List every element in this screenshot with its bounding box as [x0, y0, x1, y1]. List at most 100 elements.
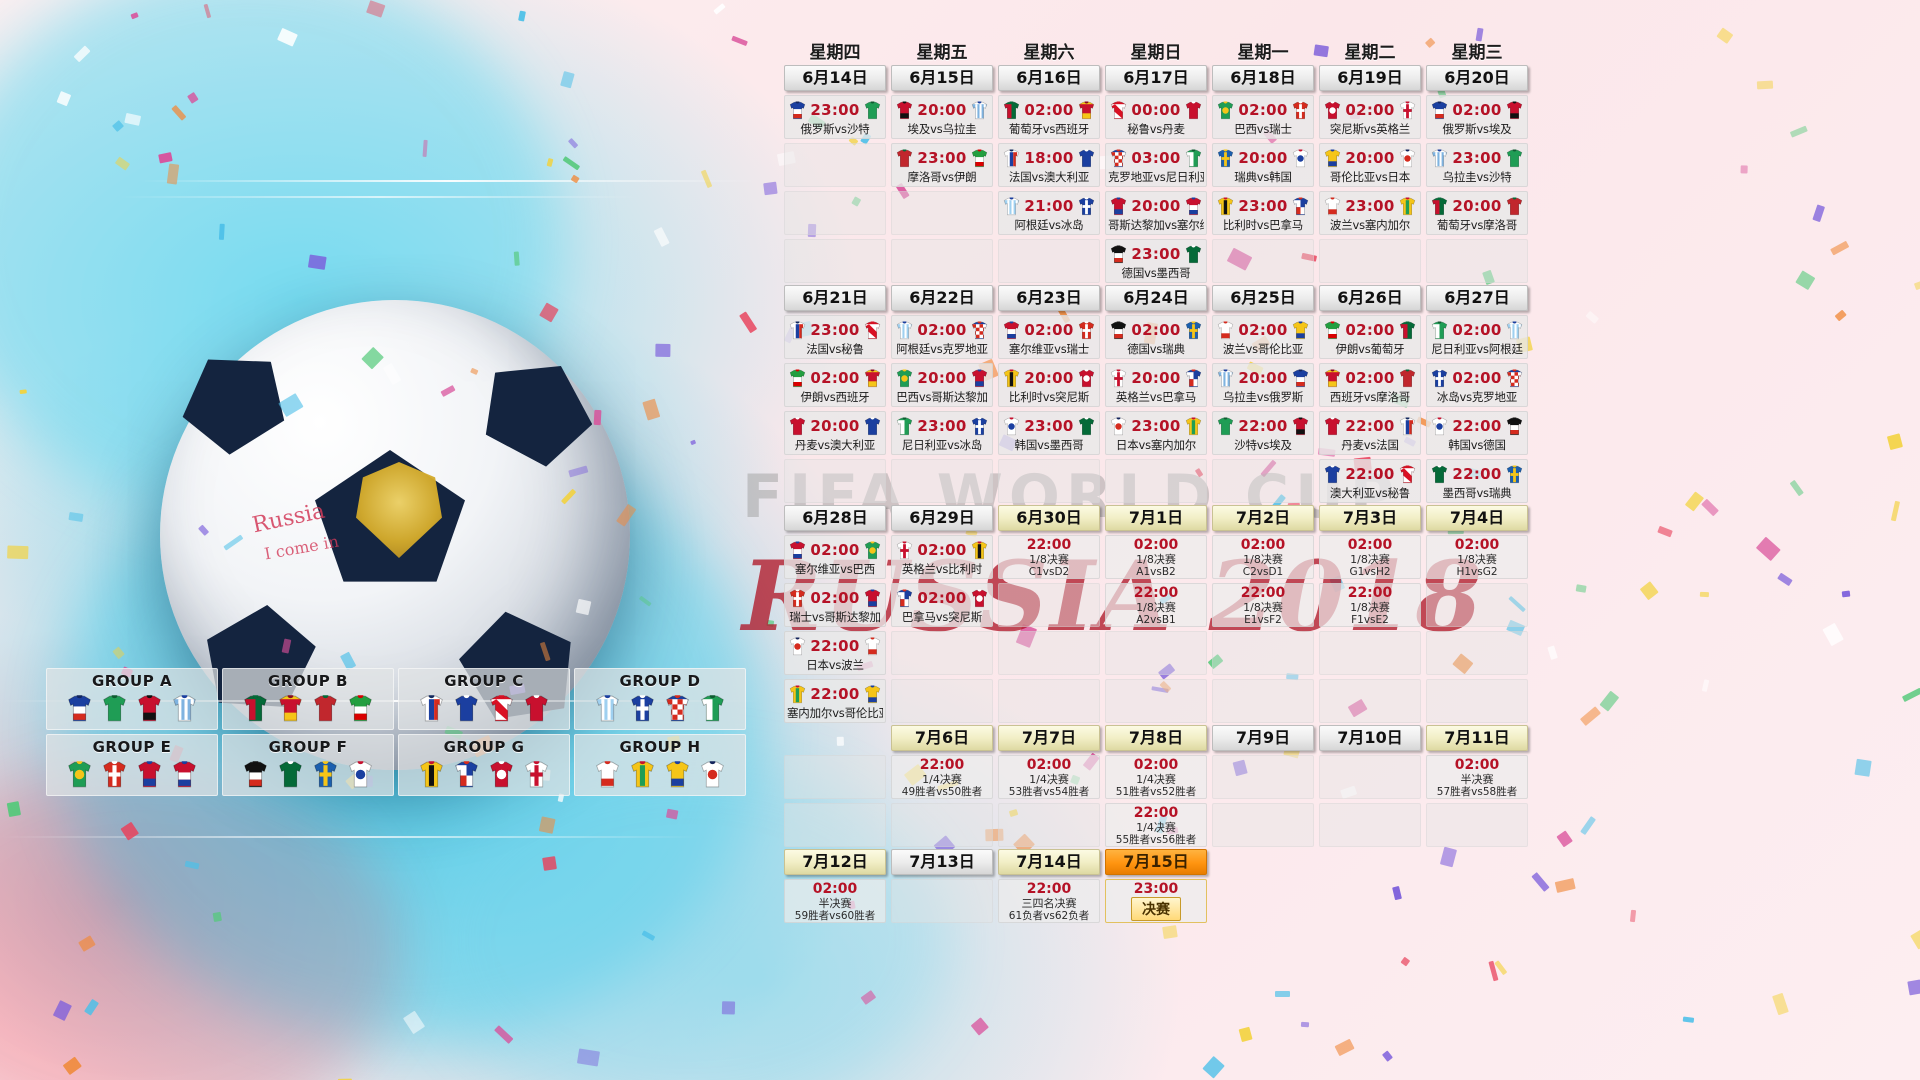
knockout-match-cell[interactable]: 22:00 三四名决赛 61负者vs62负者: [998, 879, 1100, 923]
match-cell[interactable]: 20:00 巴西vs哥斯达黎加: [891, 363, 993, 407]
knockout-match-cell[interactable]: 23:00 决赛: [1105, 879, 1207, 923]
match-cell[interactable]: 23:00 乌拉圭vs沙特: [1426, 143, 1528, 187]
date-cell[interactable]: 6月26日: [1319, 285, 1421, 311]
date-cell[interactable]: 6月22日: [891, 285, 993, 311]
date-cell[interactable]: 6月30日: [998, 505, 1100, 531]
knockout-match-cell[interactable]: 02:00 半决赛 57胜者vs58胜者: [1426, 755, 1528, 799]
match-cell[interactable]: 22:00 日本vs波兰: [784, 631, 886, 675]
match-cell[interactable]: 02:00 瑞士vs哥斯达黎加: [784, 583, 886, 627]
date-cell[interactable]: 6月23日: [998, 285, 1100, 311]
match-cell[interactable]: 23:00 俄罗斯vs沙特: [784, 95, 886, 139]
knockout-match-cell[interactable]: 22:00 1/8决赛 C1vsD2: [998, 535, 1100, 579]
knockout-match-cell[interactable]: 02:00 1/8决赛 G1vsH2: [1319, 535, 1421, 579]
match-cell[interactable]: 02:00 巴西vs瑞士: [1212, 95, 1314, 139]
match-cell[interactable]: 22:00 塞内加尔vs哥伦比亚: [784, 679, 886, 723]
date-cell[interactable]: 7月12日: [784, 849, 886, 875]
date-cell[interactable]: 7月13日: [891, 849, 993, 875]
knockout-match-cell[interactable]: 02:00 半决赛 59胜者vs60胜者: [784, 879, 886, 923]
group-box[interactable]: GROUP H: [574, 734, 746, 796]
match-cell[interactable]: 02:00 俄罗斯vs埃及: [1426, 95, 1528, 139]
date-cell[interactable]: 6月15日: [891, 65, 993, 91]
date-cell[interactable]: 7月1日: [1105, 505, 1207, 531]
date-cell[interactable]: 6月16日: [998, 65, 1100, 91]
match-cell[interactable]: 20:00 比利时vs突尼斯: [998, 363, 1100, 407]
match-cell[interactable]: 23:00 波兰vs塞内加尔: [1319, 191, 1421, 235]
match-cell[interactable]: 20:00 瑞典vs韩国: [1212, 143, 1314, 187]
match-cell[interactable]: 23:00 日本vs塞内加尔: [1105, 411, 1207, 455]
date-cell[interactable]: 7月11日: [1426, 725, 1528, 751]
match-cell[interactable]: 20:00 哥斯达黎加vs塞尔维亚: [1105, 191, 1207, 235]
match-cell[interactable]: 02:00 尼日利亚vs阿根廷: [1426, 315, 1528, 359]
match-cell[interactable]: 02:00 葡萄牙vs西班牙: [998, 95, 1100, 139]
date-cell[interactable]: 6月25日: [1212, 285, 1314, 311]
match-cell[interactable]: 22:00 沙特vs埃及: [1212, 411, 1314, 455]
group-box[interactable]: GROUP C: [398, 668, 570, 730]
date-cell[interactable]: 7月4日: [1426, 505, 1528, 531]
match-cell[interactable]: 02:00 英格兰vs比利时: [891, 535, 993, 579]
date-cell[interactable]: 7月7日: [998, 725, 1100, 751]
match-cell[interactable]: 20:00 英格兰vs巴拿马: [1105, 363, 1207, 407]
knockout-match-cell[interactable]: 02:00 1/8决赛 C2vsD1: [1212, 535, 1314, 579]
match-cell[interactable]: 22:00 丹麦vs法国: [1319, 411, 1421, 455]
match-cell[interactable]: 02:00 德国vs瑞典: [1105, 315, 1207, 359]
knockout-match-cell[interactable]: 02:00 1/4决赛 53胜者vs54胜者: [998, 755, 1100, 799]
match-cell[interactable]: 20:00 葡萄牙vs摩洛哥: [1426, 191, 1528, 235]
match-cell[interactable]: 20:00 埃及vs乌拉圭: [891, 95, 993, 139]
knockout-match-cell[interactable]: 22:00 1/8决赛 E1vsF2: [1212, 583, 1314, 627]
match-cell[interactable]: 23:00 法国vs秘鲁: [784, 315, 886, 359]
knockout-match-cell[interactable]: 22:00 1/8决赛 A2vsB1: [1105, 583, 1207, 627]
knockout-match-cell[interactable]: 22:00 1/4决赛 49胜者vs50胜者: [891, 755, 993, 799]
date-cell[interactable]: 6月28日: [784, 505, 886, 531]
match-cell[interactable]: 20:00 哥伦比亚vs日本: [1319, 143, 1421, 187]
date-cell[interactable]: 6月29日: [891, 505, 993, 531]
date-cell[interactable]: 7月10日: [1319, 725, 1421, 751]
date-cell[interactable]: 6月27日: [1426, 285, 1528, 311]
match-cell[interactable]: 00:00 秘鲁vs丹麦: [1105, 95, 1207, 139]
knockout-match-cell[interactable]: 02:00 1/4决赛 51胜者vs52胜者: [1105, 755, 1207, 799]
match-cell[interactable]: 23:00 韩国vs墨西哥: [998, 411, 1100, 455]
date-cell[interactable]: 6月14日: [784, 65, 886, 91]
date-cell[interactable]: 7月3日: [1319, 505, 1421, 531]
date-cell[interactable]: 6月17日: [1105, 65, 1207, 91]
date-cell[interactable]: 7月6日: [891, 725, 993, 751]
date-cell[interactable]: 7月15日: [1105, 849, 1207, 875]
match-cell[interactable]: 02:00 塞尔维亚vs巴西: [784, 535, 886, 579]
match-cell[interactable]: 22:00 韩国vs德国: [1426, 411, 1528, 455]
date-cell[interactable]: 6月24日: [1105, 285, 1207, 311]
match-cell[interactable]: 02:00 突尼斯vs英格兰: [1319, 95, 1421, 139]
match-cell[interactable]: 20:00 乌拉圭vs俄罗斯: [1212, 363, 1314, 407]
match-cell[interactable]: 02:00 巴拿马vs突尼斯: [891, 583, 993, 627]
knockout-match-cell[interactable]: 22:00 1/8决赛 F1vsE2: [1319, 583, 1421, 627]
match-cell[interactable]: 22:00 墨西哥vs瑞典: [1426, 459, 1528, 503]
match-cell[interactable]: 02:00 冰岛vs克罗地亚: [1426, 363, 1528, 407]
date-cell[interactable]: 6月18日: [1212, 65, 1314, 91]
match-cell[interactable]: 02:00 波兰vs哥伦比亚: [1212, 315, 1314, 359]
group-box[interactable]: GROUP E: [46, 734, 218, 796]
group-box[interactable]: GROUP F: [222, 734, 394, 796]
group-box[interactable]: GROUP G: [398, 734, 570, 796]
date-cell[interactable]: 6月21日: [784, 285, 886, 311]
match-cell[interactable]: 02:00 塞尔维亚vs瑞士: [998, 315, 1100, 359]
match-cell[interactable]: 22:00 澳大利亚vs秘鲁: [1319, 459, 1421, 503]
match-cell[interactable]: 23:00 摩洛哥vs伊朗: [891, 143, 993, 187]
group-box[interactable]: GROUP A: [46, 668, 218, 730]
match-cell[interactable]: 03:00 克罗地亚vs尼日利亚: [1105, 143, 1207, 187]
match-cell[interactable]: 18:00 法国vs澳大利亚: [998, 143, 1100, 187]
match-cell[interactable]: 23:00 尼日利亚vs冰岛: [891, 411, 993, 455]
date-cell[interactable]: 7月14日: [998, 849, 1100, 875]
knockout-match-cell[interactable]: 22:00 1/4决赛 55胜者vs56胜者: [1105, 803, 1207, 847]
match-cell[interactable]: 21:00 阿根廷vs冰岛: [998, 191, 1100, 235]
date-cell[interactable]: 7月9日: [1212, 725, 1314, 751]
date-cell[interactable]: 6月19日: [1319, 65, 1421, 91]
match-cell[interactable]: 02:00 伊朗vs西班牙: [784, 363, 886, 407]
match-cell[interactable]: 02:00 西班牙vs摩洛哥: [1319, 363, 1421, 407]
date-cell[interactable]: 7月8日: [1105, 725, 1207, 751]
knockout-match-cell[interactable]: 02:00 1/8决赛 A1vsB2: [1105, 535, 1207, 579]
date-cell[interactable]: 7月2日: [1212, 505, 1314, 531]
date-cell[interactable]: 6月20日: [1426, 65, 1528, 91]
match-cell[interactable]: 02:00 阿根廷vs克罗地亚: [891, 315, 993, 359]
match-cell[interactable]: 02:00 伊朗vs葡萄牙: [1319, 315, 1421, 359]
match-cell[interactable]: 20:00 丹麦vs澳大利亚: [784, 411, 886, 455]
knockout-match-cell[interactable]: 02:00 1/8决赛 H1vsG2: [1426, 535, 1528, 579]
group-box[interactable]: GROUP D: [574, 668, 746, 730]
